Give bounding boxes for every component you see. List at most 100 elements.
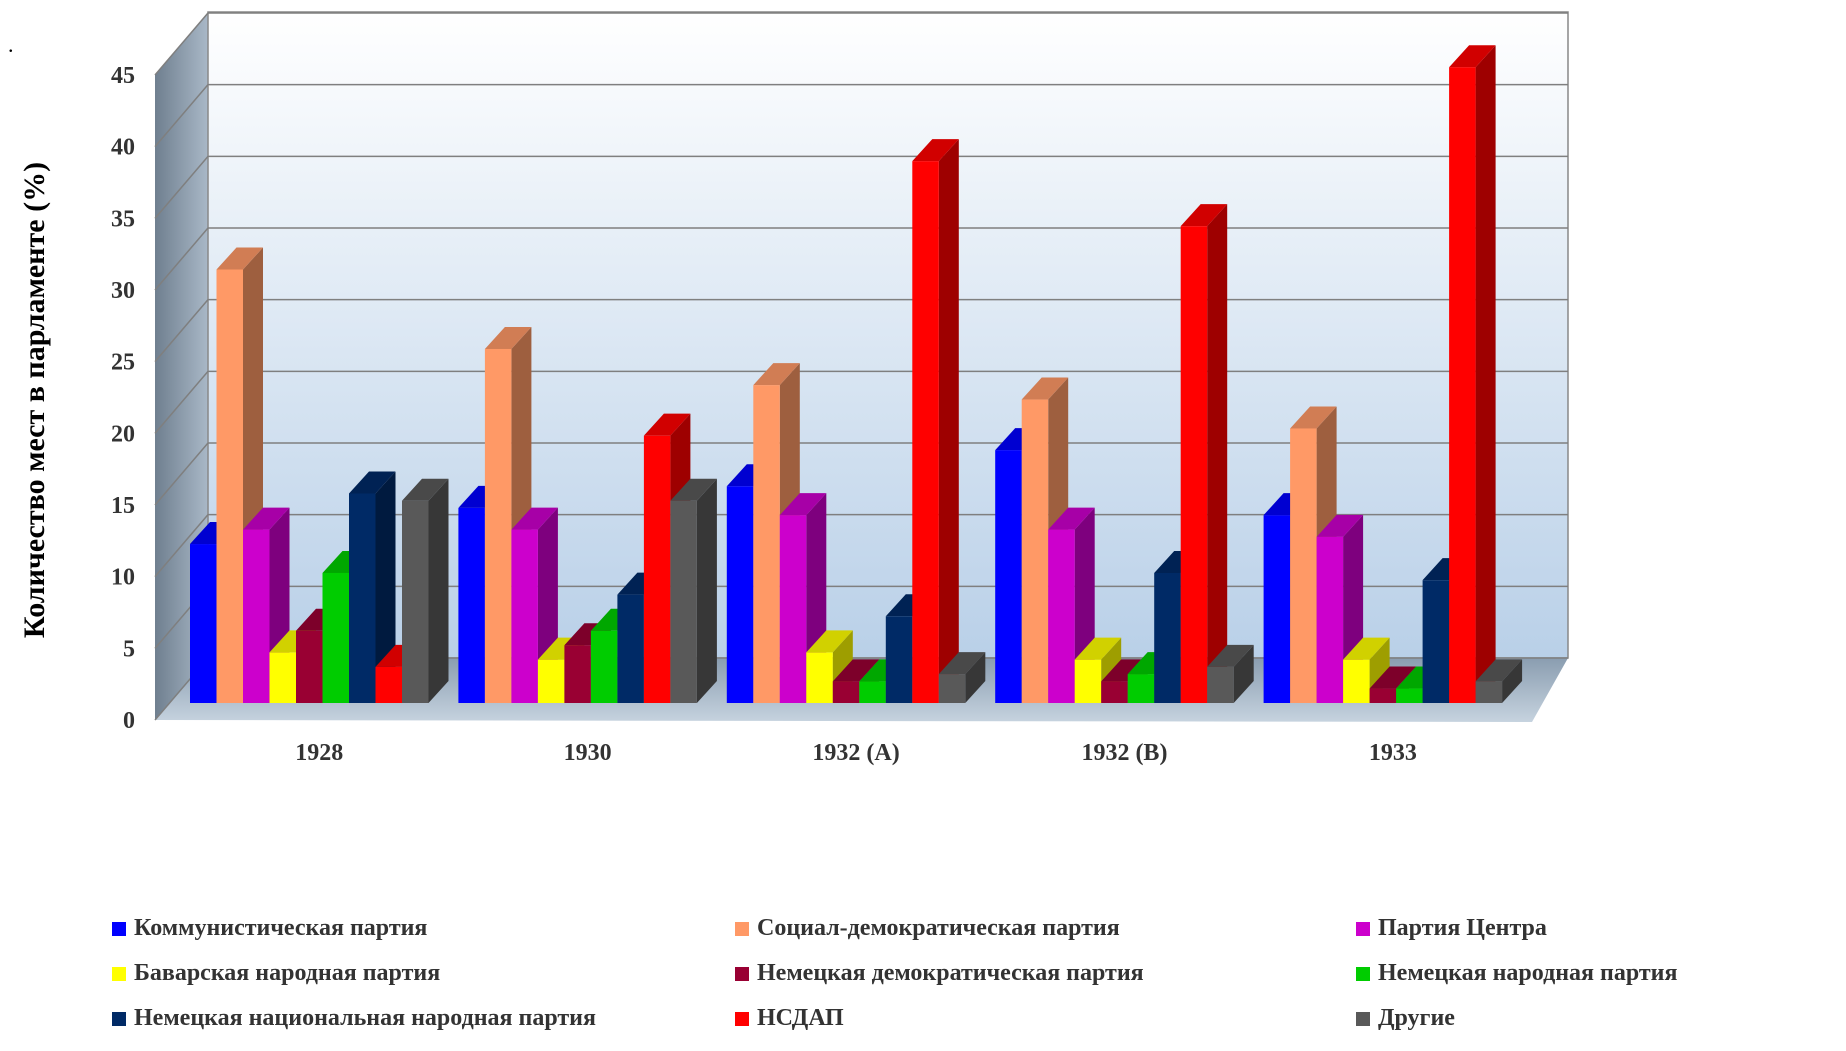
bar-top bbox=[1021, 377, 1069, 400]
bar-top bbox=[1343, 637, 1390, 660]
bar-front bbox=[1290, 428, 1317, 703]
bar bbox=[1207, 644, 1254, 703]
bar-front bbox=[643, 435, 671, 703]
bar-front bbox=[1449, 67, 1476, 703]
bar-top bbox=[670, 478, 717, 501]
bar-top bbox=[402, 478, 449, 501]
bar-front bbox=[458, 507, 485, 703]
bar-front bbox=[1127, 674, 1155, 703]
bar-front bbox=[269, 652, 296, 703]
bar-side bbox=[1502, 659, 1523, 703]
bar-top bbox=[779, 493, 827, 516]
bar-front bbox=[1343, 659, 1370, 703]
y-axis-label: Количество мест в парламенте (%) bbox=[18, 162, 51, 638]
bar-top bbox=[1074, 637, 1122, 660]
bar-front bbox=[1207, 666, 1234, 703]
bar-front bbox=[1316, 536, 1344, 703]
bar-front bbox=[617, 594, 644, 703]
bar-front bbox=[995, 450, 1022, 703]
y-tick-label: 30 bbox=[111, 278, 135, 304]
gridline-side bbox=[154, 299, 209, 363]
bar bbox=[1449, 45, 1496, 703]
bar-top bbox=[1449, 45, 1496, 68]
x-tick-label: 1930 bbox=[564, 740, 612, 766]
y-tick-label: 10 bbox=[111, 565, 135, 591]
gridline-side bbox=[154, 370, 209, 434]
x-axis-categories: 1928 1930 1932 (A) 1932 (B) 1933 bbox=[295, 740, 1417, 766]
x-tick-label: 1933 bbox=[1369, 740, 1417, 766]
bar-front bbox=[779, 515, 807, 703]
bar-front bbox=[1074, 659, 1102, 703]
bar-top bbox=[1316, 514, 1364, 537]
bars bbox=[190, 45, 1523, 703]
y-tick-label: 25 bbox=[111, 350, 135, 376]
bar-front bbox=[1369, 688, 1397, 703]
bar-top bbox=[643, 413, 691, 436]
y-tick-label: 0 bbox=[123, 708, 135, 734]
y-tick-label: 40 bbox=[111, 135, 135, 161]
bar-front bbox=[511, 529, 538, 703]
gridline-side bbox=[154, 84, 209, 148]
gridline-side bbox=[154, 12, 209, 76]
bar-front bbox=[1101, 681, 1128, 703]
bar-top bbox=[484, 326, 532, 349]
bar-top bbox=[1180, 204, 1228, 227]
bar-front bbox=[564, 645, 591, 703]
bar-side bbox=[938, 139, 959, 703]
bar-top bbox=[938, 652, 986, 675]
bar bbox=[1180, 204, 1228, 703]
bar-front bbox=[296, 630, 323, 703]
bar-front bbox=[806, 652, 833, 703]
bar-side bbox=[965, 652, 986, 703]
bar-front bbox=[670, 500, 697, 703]
gridline-side bbox=[154, 514, 209, 578]
bar-side bbox=[1233, 644, 1254, 703]
bar-top bbox=[1207, 644, 1254, 667]
bar bbox=[670, 478, 717, 703]
bar-top bbox=[1048, 507, 1095, 530]
bar-front bbox=[1263, 515, 1291, 703]
bar-front bbox=[1048, 529, 1075, 703]
bar-top bbox=[1475, 659, 1523, 682]
y-axis-ticks: 0 5 10 15 20 25 30 35 40 45 bbox=[111, 63, 135, 734]
bar bbox=[402, 478, 449, 703]
bar-front bbox=[190, 544, 217, 703]
bar-front bbox=[912, 161, 939, 703]
bar-top bbox=[1369, 666, 1417, 689]
bar-top bbox=[912, 139, 959, 162]
bar-front bbox=[938, 674, 966, 703]
bar-front bbox=[402, 500, 429, 703]
y-tick-label: 15 bbox=[111, 493, 135, 519]
bar-top bbox=[216, 247, 263, 270]
bar-side bbox=[1207, 204, 1228, 703]
y-tick-label: 5 bbox=[123, 636, 135, 662]
bar bbox=[1475, 659, 1523, 703]
bar bbox=[349, 471, 396, 703]
bar-top bbox=[349, 471, 396, 494]
bar-front bbox=[885, 616, 913, 703]
bar-top bbox=[806, 630, 853, 653]
bar-front bbox=[1396, 688, 1423, 703]
bar-front bbox=[484, 348, 512, 703]
bar-front bbox=[1180, 226, 1208, 703]
bar-front bbox=[1154, 572, 1181, 703]
bar-front bbox=[726, 486, 754, 703]
bar-side bbox=[375, 471, 396, 703]
bar-side bbox=[696, 478, 717, 703]
x-tick-label: 1928 bbox=[295, 740, 343, 766]
bar-top bbox=[1101, 659, 1148, 682]
gridline-side bbox=[154, 155, 209, 219]
bar-front bbox=[216, 269, 243, 703]
bar-front bbox=[859, 681, 886, 703]
bar-front bbox=[537, 659, 565, 703]
bar-front bbox=[1422, 580, 1450, 703]
bar-front bbox=[1475, 681, 1503, 703]
y-tick-label: 45 bbox=[111, 63, 135, 89]
bar-top bbox=[753, 363, 800, 386]
x-tick-label: 1932 (B) bbox=[1081, 740, 1167, 766]
bar-front bbox=[753, 385, 780, 703]
bar-front bbox=[375, 666, 402, 703]
bar-front bbox=[243, 529, 270, 703]
bar-front bbox=[322, 572, 349, 703]
bar-top bbox=[511, 507, 558, 530]
